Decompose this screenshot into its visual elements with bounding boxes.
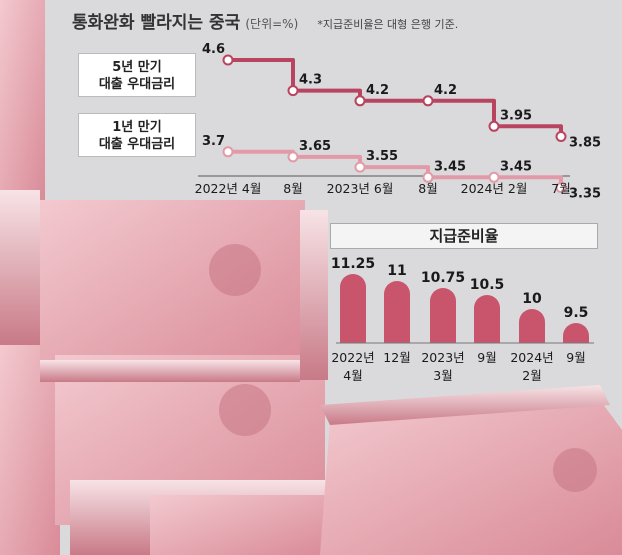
line-point <box>555 131 567 142</box>
chart-title-block: 통화완화 빨라지는 중국 (단위=%) *지급준비율은 대형 은행 기준. <box>72 8 458 33</box>
bar-value-label: 10.75 <box>421 270 465 286</box>
bar-x-label-sub: 2월 <box>522 368 541 383</box>
line-value-label: 3.45 <box>434 159 466 174</box>
line-value-label: 3.55 <box>366 149 398 164</box>
bar <box>563 323 589 343</box>
bar-x-label: 12월 <box>383 350 410 365</box>
line-value-label: 4.2 <box>434 83 457 98</box>
series-label-1yr: 1년 만기 대출 우대금리 <box>78 113 196 157</box>
x-tick-label: 2024년 2월 <box>461 181 528 196</box>
line-value-label: 4.2 <box>366 83 389 98</box>
bar <box>430 288 456 343</box>
x-tick-label: 8월 <box>283 181 302 196</box>
bar-x-label: 2023년 <box>421 350 464 365</box>
series-label-5yr-line1: 5년 만기 <box>112 60 162 75</box>
line-point <box>222 54 234 66</box>
line-point <box>354 95 366 107</box>
bar-x-label: 9월 <box>566 350 585 365</box>
x-tick-label: 2023년 6월 <box>327 181 394 196</box>
x-tick-label: 8월 <box>418 181 437 196</box>
bar <box>384 281 410 343</box>
line-value-label: 3.35 <box>569 187 601 202</box>
series-label-5yr: 5년 만기 대출 우대금리 <box>78 53 196 97</box>
line-value-label: 3.65 <box>299 139 331 154</box>
line-point <box>488 120 500 132</box>
line-value-label: 4.3 <box>299 73 322 88</box>
series-label-5yr-line2: 대출 우대금리 <box>98 77 176 92</box>
bar <box>474 295 500 343</box>
line-value-label: 3.85 <box>569 136 601 151</box>
x-tick-label: 7월 <box>551 181 570 196</box>
bar-x-label-sub: 3월 <box>433 368 452 383</box>
line-value-label: 3.95 <box>500 108 532 123</box>
line-point <box>354 161 366 173</box>
footnote: *지급준비율은 대형 은행 기준. <box>317 18 459 31</box>
line-point <box>222 146 234 158</box>
bar-value-label: 11.25 <box>331 256 375 272</box>
bar-chart-title: 지급준비율 <box>330 223 598 249</box>
bar <box>519 309 545 343</box>
line-value-label: 3.7 <box>202 134 225 149</box>
line-point <box>287 85 299 97</box>
line-point <box>287 151 299 163</box>
bar-x-label-sub: 4월 <box>343 368 362 383</box>
unit-label: (단위=%) <box>245 17 299 31</box>
chart-title: 통화완화 빨라지는 중국 <box>72 13 241 33</box>
bar-x-label: 2024년 <box>510 350 553 365</box>
bar-x-label: 2022년 <box>331 350 374 365</box>
bar-value-label: 10.5 <box>470 277 505 293</box>
line-series-5yr <box>228 58 563 137</box>
line-point <box>422 171 434 183</box>
bar-x-label: 9월 <box>477 350 496 365</box>
series-label-1yr-line2: 대출 우대금리 <box>98 137 176 152</box>
series-label-1yr-line1: 1년 만기 <box>112 120 162 135</box>
bar <box>340 274 366 343</box>
bar-value-label: 11 <box>387 263 406 279</box>
line-value-label: 3.45 <box>500 159 532 174</box>
x-tick-label: 2022년 4월 <box>195 181 262 196</box>
bar-value-label: 10 <box>522 291 542 307</box>
line-point <box>422 95 434 107</box>
bar-value-label: 9.5 <box>564 305 589 321</box>
line-point <box>488 171 500 183</box>
line-point <box>555 182 567 193</box>
line-value-label: 4.6 <box>202 42 225 57</box>
